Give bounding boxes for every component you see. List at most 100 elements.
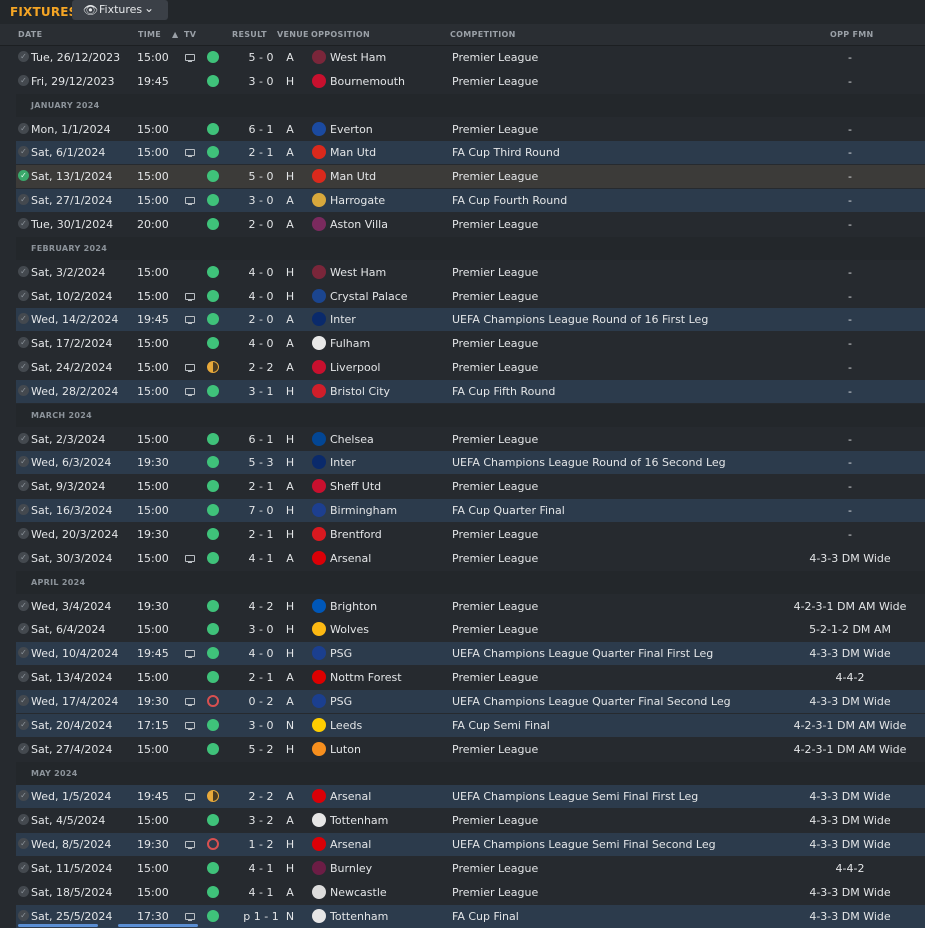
check-icon[interactable]: ✓ [18, 623, 29, 635]
opposition-name[interactable]: Harrogate [330, 194, 386, 208]
check-icon[interactable]: ✓ [18, 909, 29, 921]
competition-name[interactable]: FA Cup Quarter Final [452, 504, 565, 518]
competition-name[interactable]: Premier League [452, 217, 539, 231]
club-crest-icon[interactable] [312, 741, 326, 756]
club-crest-icon[interactable] [312, 503, 326, 518]
competition-name[interactable]: Premier League [452, 480, 539, 494]
fixture-row[interactable]: ✓ Sat, 16/3/2024 15:00 7 - 0 H Birmingham FA C… [16, 499, 925, 523]
club-crest-icon[interactable] [312, 50, 326, 64]
fixtures-view-dropdown[interactable]: 👁 Fixtures ⌄ [72, 0, 168, 20]
check-icon[interactable]: ✓ [18, 51, 29, 62]
opposition-name[interactable]: Burnley [330, 861, 373, 875]
check-icon[interactable]: ✓ [18, 885, 29, 897]
scroll-pill-left[interactable] [18, 924, 98, 927]
check-icon[interactable]: ✓ [18, 194, 29, 206]
opposition-name[interactable]: Bristol City [330, 384, 391, 398]
opposition-name[interactable]: Aston Villa [330, 217, 388, 231]
fixture-row[interactable]: ✓ Sat, 25/5/2024 17:30 p 1 - 1 N Tottenham FA … [16, 904, 925, 928]
opposition-name[interactable]: Liverpool [330, 361, 381, 375]
opposition-name[interactable]: PSG [330, 694, 353, 708]
club-crest-icon[interactable] [312, 813, 326, 828]
opposition-name[interactable]: Everton [330, 122, 373, 136]
fixture-row[interactable]: ✓ Wed, 6/3/2024 19:30 5 - 3 H Inter UEFA Champ… [16, 451, 925, 475]
opposition-name[interactable]: Inter [330, 313, 356, 327]
opposition-name[interactable]: Newcastle [330, 885, 387, 899]
check-icon[interactable]: ✓ [18, 504, 29, 516]
fixture-row[interactable]: ✓ Sat, 17/2/2024 15:00 4 - 0 A Fulham Premier … [16, 332, 925, 355]
check-icon[interactable]: ✓ [18, 456, 29, 468]
competition-name[interactable]: FA Cup Fourth Round [452, 194, 568, 208]
fixture-row[interactable]: ✓ Sat, 3/2/2024 15:00 4 - 0 H West Ham Premier… [16, 261, 925, 284]
fixture-row[interactable]: ✓ Sat, 20/4/2024 17:15 3 - 0 N Leeds FA Cup Se… [16, 713, 925, 737]
check-icon[interactable]: ✓ [18, 289, 29, 301]
competition-name[interactable]: FA Cup Third Round [452, 146, 560, 160]
competition-name[interactable]: UEFA Champions League Semi Final Second … [452, 838, 716, 852]
check-icon[interactable]: ✓ [18, 146, 29, 158]
competition-name[interactable]: Premier League [452, 885, 539, 899]
competition-name[interactable]: Premier League [452, 861, 539, 875]
opposition-name[interactable]: Brighton [330, 599, 378, 613]
club-crest-icon[interactable] [312, 670, 326, 685]
club-crest-icon[interactable] [312, 622, 326, 637]
fixture-row[interactable]: ✓ Sat, 24/2/2024 15:00 2 - 2 A Liverpool Premi… [16, 356, 925, 379]
opposition-name[interactable]: Leeds [330, 718, 363, 732]
fixture-row[interactable]: ✓ Sat, 18/5/2024 15:00 4 - 1 A Newcastle Premi… [16, 881, 925, 904]
club-crest-icon[interactable] [312, 145, 326, 160]
club-crest-icon[interactable] [312, 527, 326, 541]
competition-name[interactable]: Premier League [452, 337, 539, 351]
club-crest-icon[interactable] [312, 789, 326, 804]
check-icon[interactable]: ✓ [18, 361, 29, 373]
column-header-opp-fmn[interactable]: OPP FMN [830, 30, 874, 39]
competition-name[interactable]: Premier League [452, 170, 539, 184]
column-header-competition[interactable]: COMPETITION [450, 30, 516, 39]
column-header-result[interactable]: RESULT [232, 30, 267, 39]
competition-name[interactable]: Premier League [452, 265, 539, 279]
fixture-row[interactable]: ✓ Sat, 11/5/2024 15:00 4 - 1 H Burnley Premier… [16, 857, 925, 880]
opposition-name[interactable]: Man Utd [330, 146, 377, 160]
club-crest-icon[interactable] [312, 288, 326, 303]
club-crest-icon[interactable] [312, 193, 326, 208]
check-icon[interactable]: ✓ [18, 170, 29, 182]
column-header-tv[interactable]: TV [184, 30, 197, 39]
opposition-name[interactable]: Birmingham [330, 504, 398, 518]
opposition-name[interactable]: Man Utd [330, 170, 377, 184]
fixture-row[interactable]: ✓ Sat, 10/2/2024 15:00 4 - 0 H Crystal Palace… [16, 285, 925, 308]
competition-name[interactable]: Premier League [452, 528, 539, 541]
club-crest-icon[interactable] [312, 264, 326, 279]
fixture-row[interactable]: ✓ Sat, 13/4/2024 15:00 2 - 1 A Nottm Forest Pr… [16, 666, 925, 689]
check-icon[interactable]: ✓ [18, 790, 29, 802]
fixture-row[interactable]: ✓ Wed, 28/2/2024 15:00 3 - 1 H Bristol City FA… [16, 379, 925, 403]
column-header-date[interactable]: DATE [18, 30, 43, 39]
competition-name[interactable]: Premier League [452, 814, 539, 828]
club-crest-icon[interactable] [312, 884, 326, 899]
fixture-row[interactable]: ✓ Wed, 8/5/2024 19:30 1 - 2 H Arsenal UEFA Cha… [16, 833, 925, 857]
club-crest-icon[interactable] [312, 479, 326, 494]
club-crest-icon[interactable] [312, 860, 326, 875]
fixture-row[interactable]: ✓ Mon, 1/1/2024 15:00 6 - 1 A Everton Premier … [16, 118, 925, 141]
competition-name[interactable]: Premier League [452, 289, 539, 303]
column-header-time[interactable]: TIME [138, 30, 162, 39]
club-crest-icon[interactable] [312, 73, 326, 88]
check-icon[interactable]: ✓ [18, 814, 29, 826]
check-icon[interactable]: ✓ [18, 599, 29, 611]
club-crest-icon[interactable] [312, 431, 326, 446]
fixture-row[interactable]: ✓ Fri, 29/12/2023 19:45 3 - 0 H Bournemouth Pr… [16, 70, 925, 93]
check-icon[interactable]: ✓ [18, 265, 29, 277]
competition-name[interactable]: UEFA Champions League Round of 16 First … [452, 313, 709, 327]
fixture-row[interactable]: ✓ Wed, 17/4/2024 19:30 0 - 2 A PSG UEFA Champi… [16, 689, 925, 713]
club-crest-icon[interactable] [312, 837, 326, 852]
check-icon[interactable]: ✓ [18, 384, 29, 396]
competition-name[interactable]: UEFA Champions League Quarter Final Firs… [452, 647, 714, 661]
fixture-row[interactable]: ✓ Sat, 27/4/2024 15:00 5 - 2 H Luton Premier L… [16, 738, 925, 761]
competition-name[interactable]: UEFA Champions League Semi Final First L… [452, 790, 699, 804]
check-icon[interactable]: ✓ [18, 313, 29, 325]
opposition-name[interactable]: Crystal Palace [330, 289, 408, 303]
competition-name[interactable]: Premier League [452, 671, 539, 685]
check-icon[interactable]: ✓ [18, 217, 29, 229]
club-crest-icon[interactable] [312, 550, 326, 565]
fixture-row[interactable]: ✓ Wed, 10/4/2024 19:45 4 - 0 H PSG UEFA Champi… [16, 642, 925, 666]
club-crest-icon[interactable] [312, 598, 326, 613]
column-header-opposition[interactable]: OPPOSITION [311, 30, 370, 39]
opposition-name[interactable]: Fulham [330, 337, 371, 351]
fixture-row[interactable]: ✓ Sat, 30/3/2024 15:00 4 - 1 A Arsenal Premier… [16, 547, 925, 570]
